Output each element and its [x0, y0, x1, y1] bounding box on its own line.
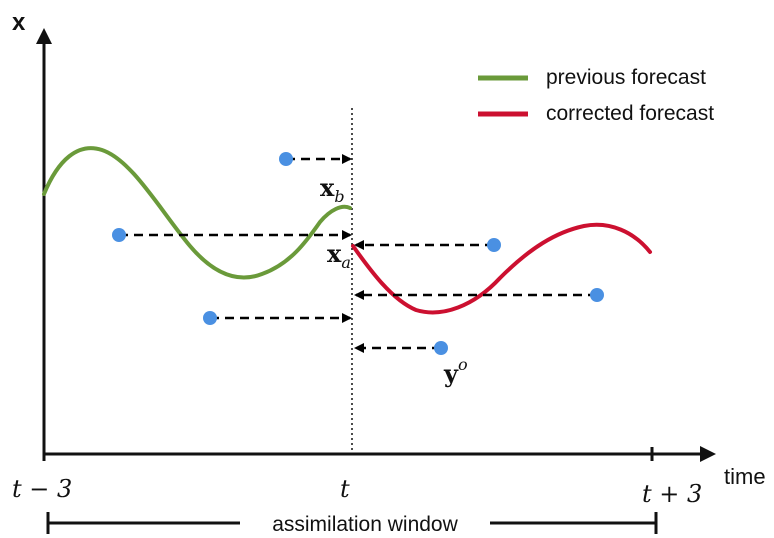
observation-dot: [279, 152, 293, 166]
tick-label-t: t: [340, 475, 350, 503]
tick-label-t-plus-3: t + 3: [642, 480, 702, 508]
observation-dot: [487, 238, 501, 252]
observation-dot: [112, 228, 126, 242]
corrected-forecast-curve: [351, 222, 652, 315]
tick-label-t-minus-3: t − 3: [12, 475, 72, 503]
previous-forecast-curve: [42, 146, 352, 280]
legend-label-previous: previous forecast: [546, 66, 706, 89]
x-axis-arrow-icon: [700, 446, 716, 462]
observation-dot: [590, 288, 604, 302]
x-axis-label: time: [724, 464, 766, 489]
assimilation-window-label: assimilation window: [272, 513, 458, 536]
observation-dot: [434, 341, 448, 355]
y-axis-arrow-icon: [36, 28, 52, 44]
analysis-label: xa: [327, 239, 351, 272]
background-label: xb: [320, 173, 345, 206]
observation-label: yo: [443, 355, 468, 388]
y-axis-label: x: [12, 9, 26, 36]
observation-dot: [203, 311, 217, 325]
legend-label-corrected: corrected forecast: [546, 102, 714, 125]
